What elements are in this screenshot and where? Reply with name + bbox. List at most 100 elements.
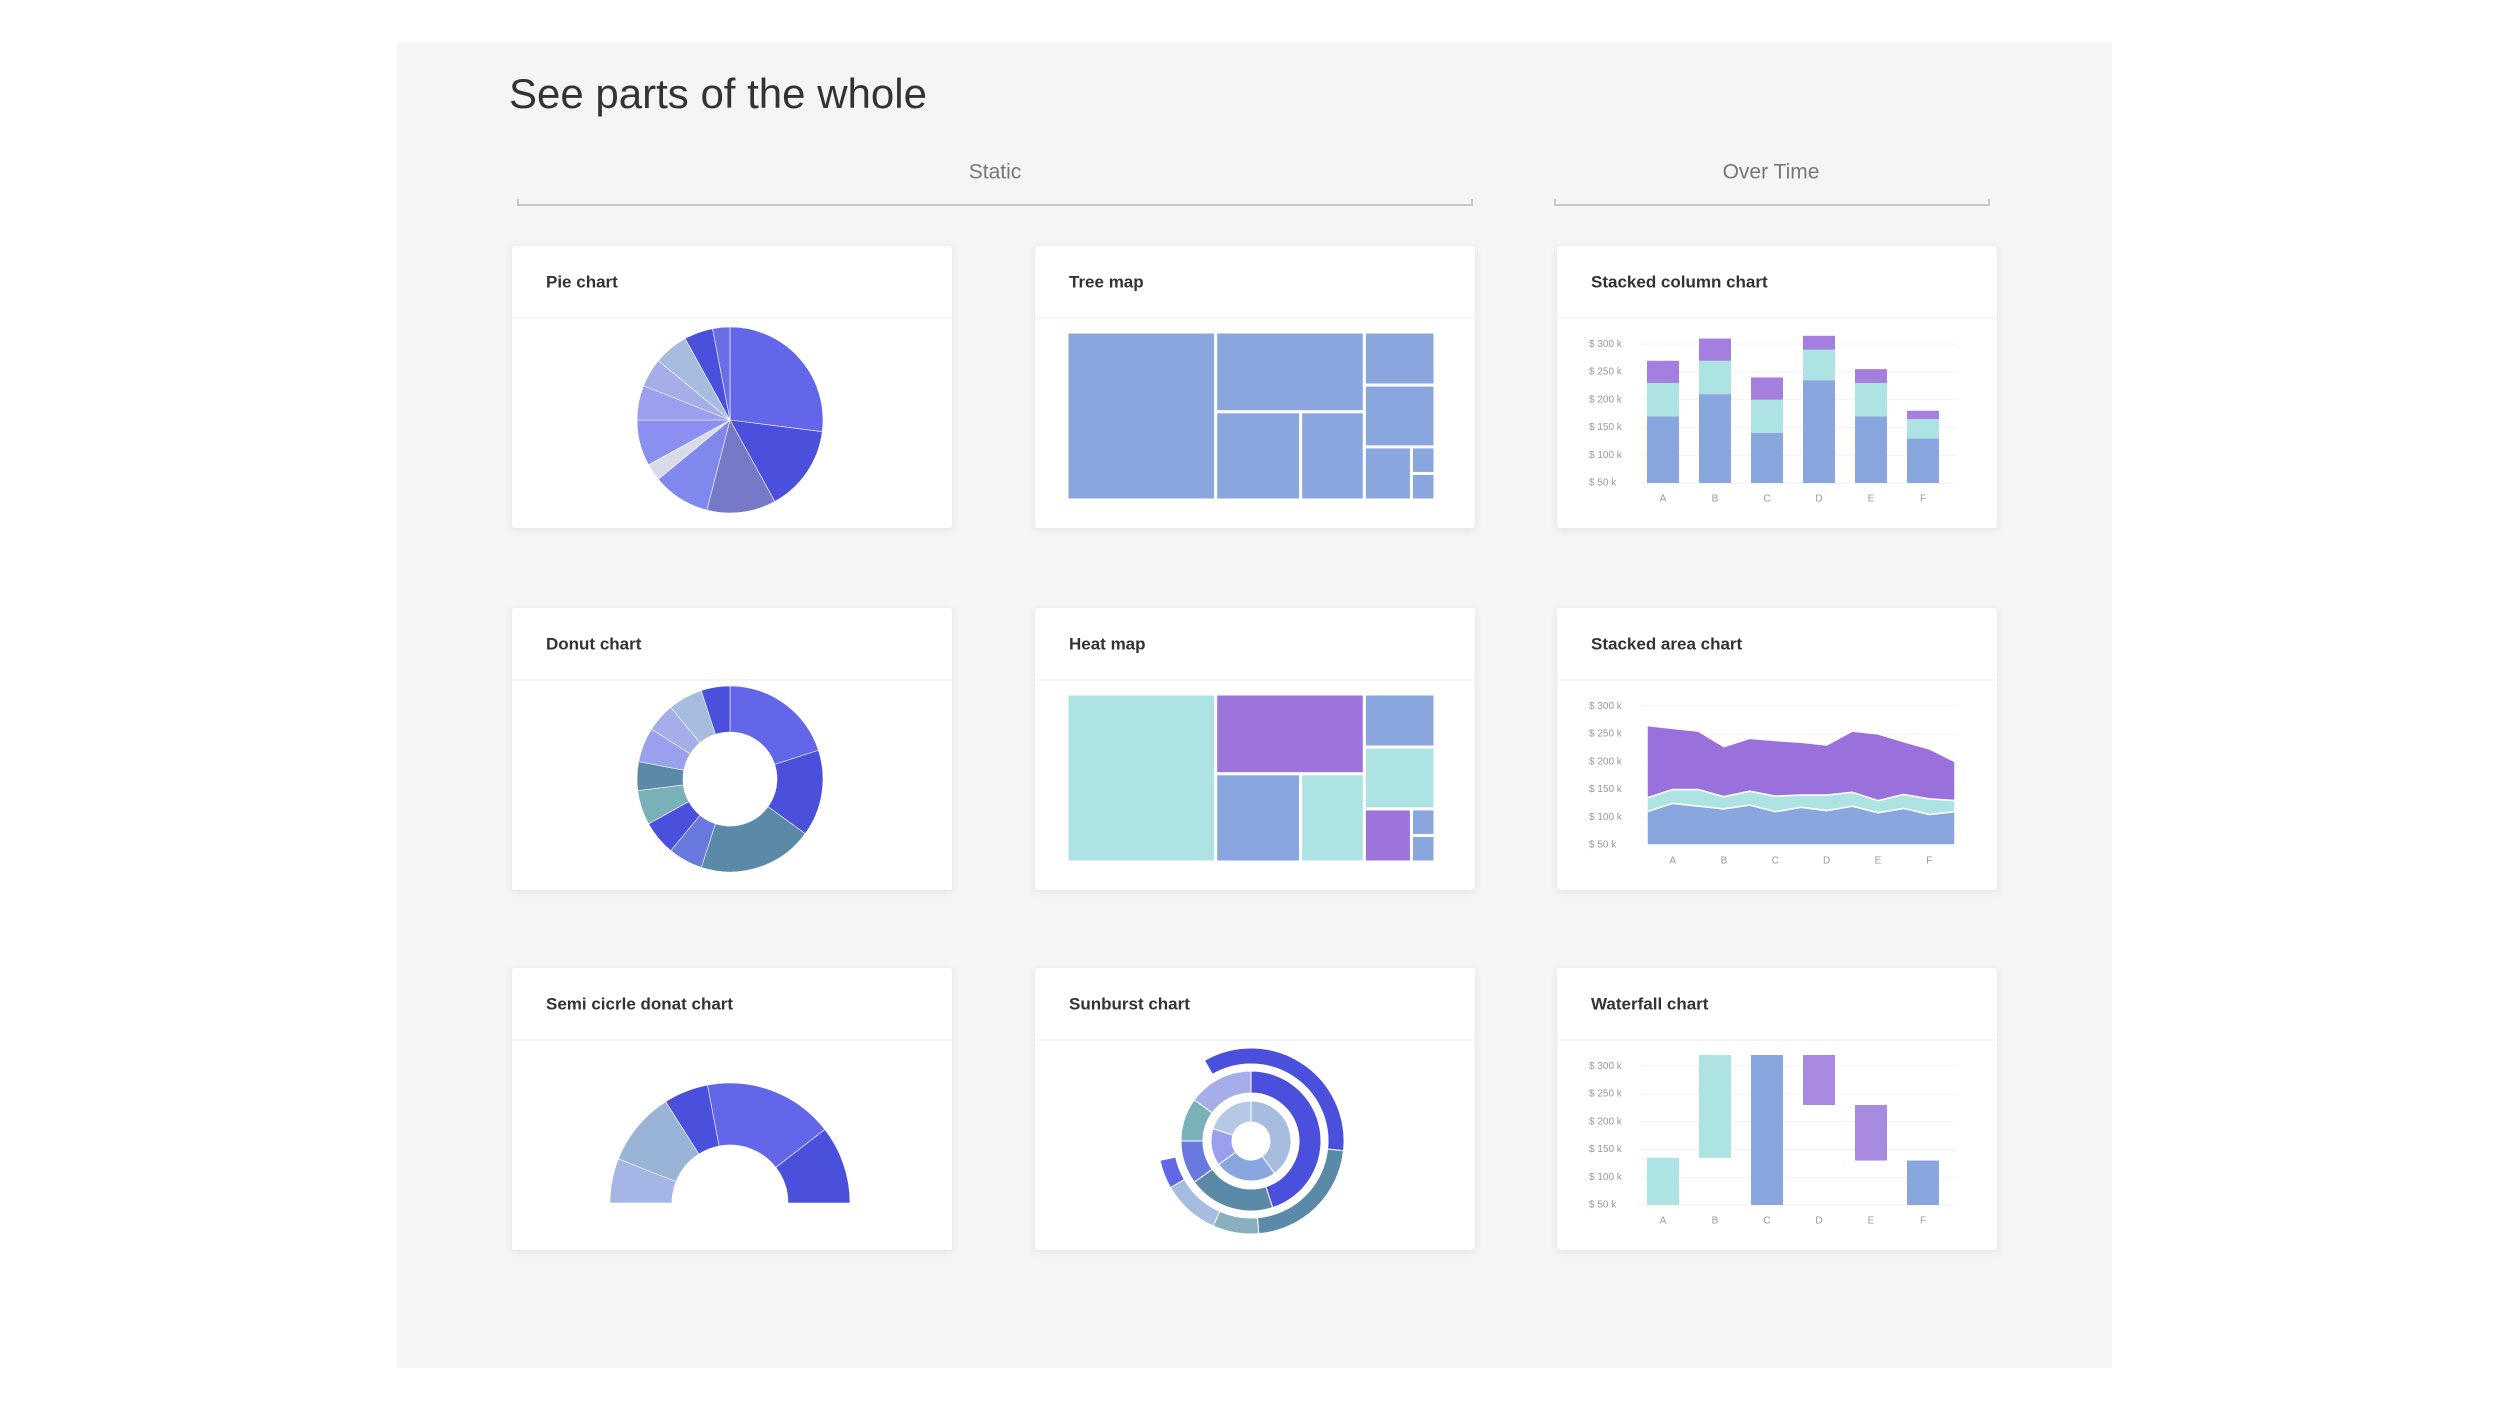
x-tick-label: D (1823, 856, 1830, 867)
bar-segment (1647, 383, 1679, 417)
section-rule (517, 199, 1473, 206)
treemap-cell (1299, 410, 1366, 502)
x-tick-label: C (1763, 494, 1770, 505)
card-title: Semi cicrle donat chart (546, 994, 733, 1013)
treemap-cell (1362, 807, 1413, 864)
y-tick-label: $ 100 k (1589, 812, 1623, 823)
card-title: Stacked area chart (1591, 634, 1743, 653)
card: Pie chart (512, 246, 952, 528)
bar-segment (1751, 399, 1783, 433)
y-tick-label: $ 200 k (1589, 394, 1623, 405)
y-tick-label: $ 150 k (1589, 422, 1623, 433)
bar-segment (1855, 383, 1887, 417)
x-tick-label: A (1660, 1216, 1667, 1227)
card: Heat map (1035, 608, 1475, 890)
x-tick-label: E (1868, 494, 1875, 505)
section-label: Static (969, 161, 1022, 184)
treemap-cell (1065, 692, 1218, 864)
sunburst-segment (1159, 1156, 1185, 1189)
card-title: Pie chart (546, 272, 618, 291)
bar-segment (1647, 416, 1679, 483)
waterfall-bar (1907, 1160, 1939, 1205)
card: Tree map (1035, 246, 1475, 528)
bar-segment (1699, 360, 1731, 395)
card: Stacked area chart $ 50 k $ 100 k $ 150 k $ … (1557, 608, 1997, 890)
waterfall-bar (1751, 1055, 1783, 1205)
bar-segment (1751, 377, 1783, 400)
card: Sunburst chart (1035, 968, 1475, 1250)
card-title: Sunburst chart (1069, 994, 1190, 1013)
x-tick-label: E (1875, 856, 1882, 867)
treemap-cell (1409, 833, 1437, 864)
bar-segment (1699, 394, 1731, 483)
area (1646, 724, 1956, 802)
x-tick-label: D (1815, 494, 1822, 505)
x-tick-label: A (1660, 494, 1667, 505)
bar-segment (1907, 419, 1939, 439)
treemap-cell (1299, 772, 1366, 864)
waterfall-bar (1803, 1055, 1835, 1105)
card: Stacked column chart $ 50 k $ 100 k $ 150 k… (1557, 246, 1997, 528)
x-tick-label: B (1721, 856, 1728, 867)
bar-segment (1855, 416, 1887, 483)
y-tick-label: $ 150 k (1589, 1144, 1623, 1155)
slice (729, 419, 823, 502)
bar-segment (1803, 380, 1835, 483)
slice (712, 326, 731, 421)
card: Semi cicrle donat chart (512, 968, 952, 1250)
x-tick-label: C (1772, 856, 1779, 867)
y-tick-label: $ 100 k (1589, 450, 1623, 461)
card-title: Waterfall chart (1591, 994, 1709, 1013)
slice (729, 326, 824, 432)
y-tick-label: $ 50 k (1589, 1200, 1617, 1211)
bar-segment (1855, 369, 1887, 383)
treemap-cell (1214, 772, 1303, 864)
sunburst-segment (1250, 1100, 1292, 1175)
sunburst-segment (1250, 1070, 1322, 1209)
y-tick-label: $ 50 k (1589, 478, 1617, 489)
y-tick-label: $ 200 k (1589, 1116, 1623, 1127)
x-tick-label: D (1815, 1216, 1822, 1227)
waterfall-bar (1699, 1055, 1731, 1158)
card-background (512, 608, 952, 890)
y-tick-label: $ 150 k (1589, 784, 1623, 795)
x-tick-label: B (1712, 494, 1719, 505)
x-tick-label: B (1712, 1216, 1719, 1227)
x-tick-label: A (1669, 856, 1676, 867)
treemap-cell (1409, 807, 1437, 837)
waterfall-bar (1855, 1105, 1887, 1161)
x-tick-label: C (1763, 1216, 1770, 1227)
page-title: See parts of the whole (509, 70, 927, 117)
sunburst-segment (1212, 1100, 1252, 1136)
treemap-cell (1214, 410, 1303, 502)
x-tick-label: F (1926, 856, 1932, 867)
y-tick-label: $ 250 k (1589, 1089, 1623, 1100)
x-tick-label: F (1920, 494, 1926, 505)
bar-segment (1907, 410, 1939, 420)
y-tick-label: $ 200 k (1589, 756, 1623, 767)
bar-segment (1647, 360, 1679, 383)
treemap-cell (1214, 692, 1366, 776)
bar-segment (1699, 338, 1731, 361)
section-rule (1554, 199, 1990, 206)
x-tick-label: F (1920, 1216, 1926, 1227)
section-label: Over Time (1723, 161, 1820, 184)
treemap-cell (1214, 330, 1366, 414)
bar-segment (1907, 438, 1939, 483)
bar-segment (1803, 335, 1835, 350)
treemap-cell (1362, 383, 1437, 449)
treemap-cell (1409, 445, 1437, 475)
slice (700, 685, 731, 735)
slice (706, 419, 776, 514)
treemap-cell (1362, 745, 1437, 811)
y-tick-label: $ 250 k (1589, 729, 1623, 740)
card: Waterfall chart $ 50 k $ 100 k $ 150 k $ 200… (1557, 968, 1997, 1250)
card-title: Donut chart (546, 634, 642, 653)
slice (775, 1129, 851, 1204)
y-tick-label: $ 300 k (1589, 339, 1623, 350)
sunburst-segment (1193, 1070, 1252, 1114)
waterfall-bar (1647, 1157, 1679, 1205)
x-tick-label: E (1868, 1216, 1875, 1227)
